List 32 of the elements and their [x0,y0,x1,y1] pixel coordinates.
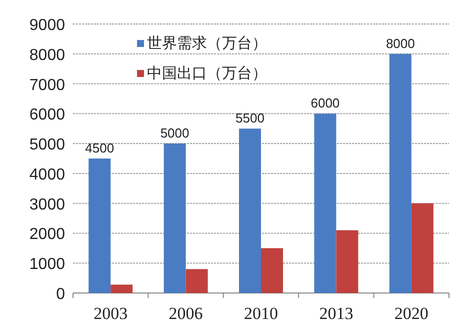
legend-label: 中国出口（万台） [147,65,267,82]
y-tick-label: 5000 [29,136,66,154]
x-tick-label: 2010 [244,304,278,323]
bar [88,158,111,293]
y-tick-label: 9000 [29,17,66,34]
bar [261,248,283,293]
x-tick-label: 2006 [168,304,203,323]
bar [239,128,261,293]
bar [314,114,336,293]
y-tick-label: 2000 [29,226,66,244]
y-tick-label: 6000 [29,106,66,124]
data-label: 8000 [386,36,415,51]
data-label: 4500 [85,140,114,156]
y-tick-label: 7000 [29,76,66,94]
y-tick-label: 1000 [29,256,66,274]
bar [389,54,412,293]
x-tick-label: 2003 [94,304,128,323]
data-label: 5500 [236,110,264,126]
bar [164,144,186,293]
y-tick-label: 8000 [29,46,66,64]
x-tick-label: 2013 [319,304,354,323]
data-label: 6000 [310,96,340,111]
bar [110,284,133,293]
bar [411,203,434,293]
y-tick-label: 3000 [29,196,66,214]
bar [336,230,358,293]
y-tick-label: 4000 [29,166,66,184]
legend-label: 世界需求（万台） [147,35,267,52]
x-tick-label: 2020 [394,304,428,323]
y-tick-label: 0 [56,286,66,303]
bar [186,269,208,293]
data-label: 5000 [160,126,190,141]
